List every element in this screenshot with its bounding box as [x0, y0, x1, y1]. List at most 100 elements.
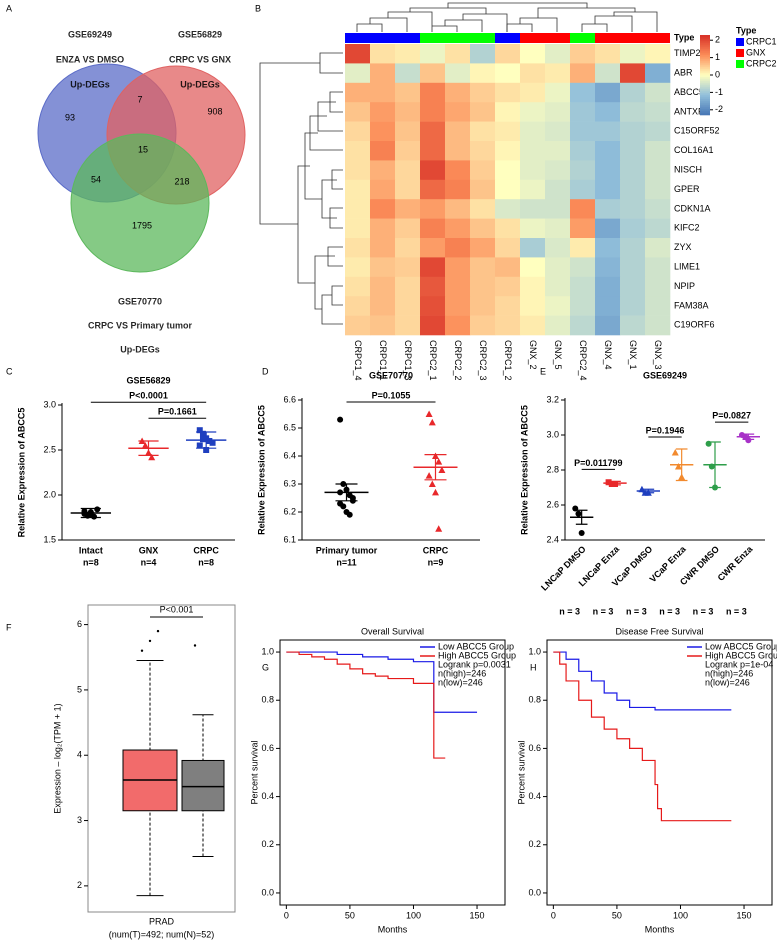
heat-cell: [495, 44, 521, 64]
heat-cell: [445, 160, 471, 181]
colorbar-segment: [700, 51, 710, 54]
set-label: CRPC VS Primary tumor: [88, 320, 193, 330]
heat-cell: [620, 238, 646, 258]
data-point: [346, 511, 353, 518]
x-axis-label: Months: [378, 924, 408, 934]
y-tick-label: 2.6: [546, 499, 559, 509]
set-label: Up-DEGs: [70, 79, 110, 89]
column-label: GNX_3: [653, 340, 663, 370]
column-label: GNX_1: [628, 340, 638, 370]
colorbar-segment: [700, 105, 710, 108]
column-label: CRPC2_1: [428, 340, 438, 381]
y-tick-label: 0.0: [261, 887, 274, 897]
colorbar-segment: [700, 65, 710, 68]
set-label: CRPC VS GNX: [169, 54, 231, 64]
heat-cell: [645, 82, 671, 103]
x-tick-label: 50: [345, 910, 355, 920]
heat-cell: [545, 160, 571, 181]
heat-cell: [470, 63, 496, 84]
stat-text: Logrank p=0.0031: [438, 659, 511, 669]
heat-cell: [620, 179, 646, 200]
colorbar-segment: [700, 63, 710, 66]
heat-cell: [420, 218, 446, 239]
plot-frame: [87, 604, 236, 913]
colorbar-segment: [700, 89, 710, 92]
type-cell: [420, 33, 445, 43]
panel-letter: C: [6, 366, 13, 376]
row-label: COL16A1: [674, 145, 714, 155]
heat-cell: [545, 63, 571, 84]
heat-cell: [570, 160, 596, 181]
y-tick-label: 6.3: [283, 478, 296, 488]
heat-cell: [420, 44, 446, 64]
legend-swatch: [736, 60, 744, 68]
heat-cell: [520, 238, 546, 258]
heat-cell: [370, 63, 396, 84]
heat-cell: [370, 141, 396, 161]
colorbar-label: 1: [715, 52, 720, 62]
x-tick-label: 50: [612, 910, 622, 920]
heat-cell: [395, 276, 421, 297]
heat-cell: [470, 238, 496, 258]
n-label: n=8: [198, 557, 214, 567]
legend-label: CRPC1: [746, 36, 777, 46]
type-cell: [645, 33, 670, 43]
heat-cell: [370, 257, 396, 278]
heat-cell: [645, 257, 671, 278]
region-count: 1795: [132, 220, 152, 230]
heat-cell: [495, 82, 521, 103]
n-label: n=8: [83, 557, 99, 567]
legend-label: High ABCC5 Group: [438, 650, 516, 660]
colorbar-segment: [700, 69, 710, 72]
colorbar-segment: [700, 113, 710, 116]
panel-letter: B: [255, 3, 261, 13]
heat-cell: [620, 82, 646, 103]
type-label: Type: [674, 32, 694, 42]
heat-cell: [345, 296, 371, 316]
type-cell: [520, 33, 545, 43]
y-tick-label: 2.0: [43, 489, 56, 499]
type-cell: [470, 33, 495, 43]
y-tick-label: 6.1: [283, 534, 296, 544]
y-tick-label: 6.2: [283, 506, 296, 516]
colorbar-segment: [700, 79, 710, 82]
region-count: 15: [138, 144, 148, 154]
colorbar-segment: [700, 75, 710, 78]
heat-cell: [520, 315, 546, 336]
stat-text: n(low)=246: [438, 677, 483, 687]
colorbar-label: 2: [715, 35, 720, 45]
data-point: [199, 430, 206, 437]
heat-cell: [395, 296, 421, 316]
x-tick-label: 0: [551, 910, 556, 920]
error-bar: [709, 441, 721, 489]
column-label: CRPC1_3: [403, 340, 413, 381]
heat-cell: [470, 218, 496, 239]
heat-cell: [345, 141, 371, 161]
heat-cell: [420, 276, 446, 297]
heat-cell: [595, 82, 621, 103]
y-tick-label: 0.6: [528, 743, 541, 753]
row-label: CDKN1A: [674, 203, 711, 213]
heat-cell: [545, 44, 571, 64]
y-tick-label: 2: [77, 880, 82, 890]
colorbar-segment: [700, 109, 710, 112]
heat-cell: [570, 121, 596, 142]
legend-label: Low ABCC5 Group: [438, 641, 514, 651]
data-point: [674, 463, 682, 470]
heat-cell: [595, 63, 621, 84]
y-tick-label: 0.4: [528, 791, 541, 801]
heat-cell: [420, 199, 446, 219]
heat-cell: [545, 199, 571, 219]
heat-cell: [570, 199, 596, 219]
y-tick-label: 1.5: [43, 534, 56, 544]
column-label: GNX_5: [553, 340, 563, 370]
heat-cell: [345, 218, 371, 239]
region-count: 908: [207, 106, 222, 116]
heat-cell: [445, 44, 471, 64]
data-point: [428, 418, 436, 426]
panel-letter: A: [6, 3, 12, 13]
heat-cell: [570, 257, 596, 278]
data-point: [428, 480, 436, 487]
row-label: GPER: [674, 184, 700, 194]
colorbar-segment: [700, 53, 710, 56]
